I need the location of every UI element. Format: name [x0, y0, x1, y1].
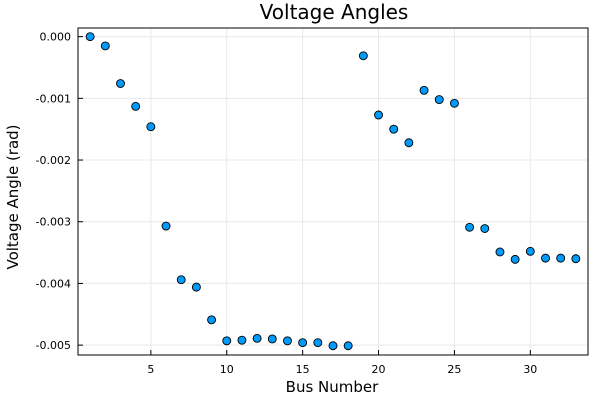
x-tick-label: 20	[372, 363, 386, 376]
y-tick-label: -0.003	[36, 216, 71, 229]
data-point	[389, 124, 399, 134]
data-point	[131, 101, 141, 111]
data-point	[343, 341, 353, 351]
data-point	[207, 315, 217, 325]
data-point	[434, 95, 444, 105]
data-point	[571, 254, 581, 264]
y-tick-label: -0.002	[36, 154, 71, 167]
y-tick-label: -0.005	[36, 339, 71, 352]
x-tick-label: 10	[220, 363, 234, 376]
plot-frame	[77, 27, 589, 356]
data-point	[358, 51, 368, 61]
x-axis-label: Bus Number	[286, 378, 379, 396]
data-points	[85, 32, 581, 351]
data-point	[85, 32, 95, 42]
y-axis-ticks: 0.000 -0.001 -0.002 -0.003 -0.004 -0.005	[36, 31, 83, 352]
x-tick-label: 15	[296, 363, 310, 376]
y-axis-label: Voltage Angle (rad)	[4, 124, 22, 269]
y-gridlines	[78, 36, 588, 346]
data-point	[541, 253, 550, 263]
data-point	[374, 110, 383, 120]
data-point	[283, 336, 292, 346]
y-tick-label: 0.000	[40, 31, 72, 44]
data-point	[237, 335, 247, 345]
data-point	[480, 224, 490, 233]
data-point	[525, 246, 535, 256]
y-tick-label: -0.001	[36, 92, 71, 105]
data-point	[510, 254, 520, 264]
data-point	[404, 138, 414, 148]
data-point	[146, 122, 156, 132]
data-point	[313, 338, 323, 348]
data-point	[176, 275, 186, 285]
x-tick-label: 5	[147, 363, 154, 376]
data-point	[556, 253, 566, 263]
x-tick-label: 25	[447, 363, 461, 376]
data-point	[100, 41, 110, 51]
data-point	[116, 79, 125, 88]
data-point	[222, 336, 232, 346]
data-point	[252, 333, 262, 343]
data-point	[495, 247, 505, 257]
data-point	[267, 334, 277, 344]
data-point	[419, 85, 429, 95]
data-point	[298, 338, 308, 348]
data-point	[161, 221, 171, 231]
chart-title: Voltage Angles	[260, 0, 409, 24]
x-gridlines	[150, 28, 531, 355]
data-point	[328, 341, 338, 351]
data-point	[465, 222, 475, 232]
y-tick-label: -0.004	[36, 277, 71, 290]
data-point	[191, 282, 201, 292]
x-axis-ticks: 5 10 15 20 25 30	[147, 350, 537, 376]
data-point	[449, 98, 459, 108]
x-tick-label: 30	[523, 363, 537, 376]
